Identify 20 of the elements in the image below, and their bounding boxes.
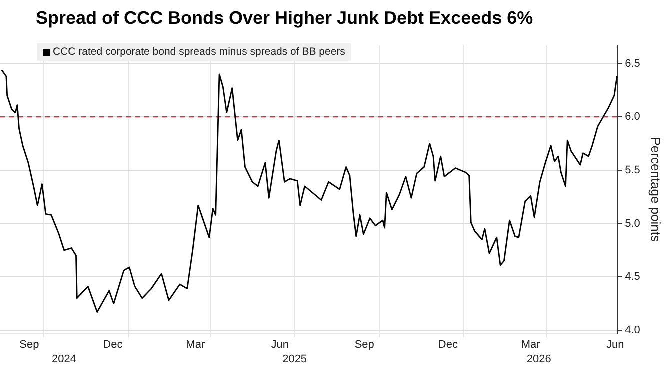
y-tick-label: 6.0	[625, 111, 640, 124]
x-tick-label: Jun	[606, 339, 624, 352]
x2-tick-label: 2025	[282, 353, 308, 366]
x-tick-label: Sep	[354, 339, 374, 352]
y-tick-label: 4.5	[625, 271, 640, 284]
x-tick-label: Dec	[103, 339, 124, 352]
x-tick-label: Mar	[186, 339, 206, 352]
y-axis-title: Percentage points	[648, 137, 664, 242]
y-tick-label: 5.5	[625, 164, 640, 176]
y-tick-label: 4.0	[625, 324, 640, 336]
chart-title: Spread of CCC Bonds Over Higher Junk Debt Exceeds 6%	[36, 8, 534, 29]
x-tick-label: Dec	[438, 339, 458, 352]
x2-tick-label: 2026	[526, 353, 552, 366]
x-tick-label: Mar	[521, 339, 541, 352]
x2-tick-label: 2024	[52, 353, 77, 366]
legend-label: CCC rated corporate bond spreads minus spreads of BB peers	[53, 46, 346, 58]
y-tick-label: 6.5	[625, 58, 640, 70]
x-tick-label: Sep	[20, 339, 40, 352]
x-tick-label: Jun	[271, 339, 289, 352]
y-tick-label: 5.0	[625, 218, 640, 230]
